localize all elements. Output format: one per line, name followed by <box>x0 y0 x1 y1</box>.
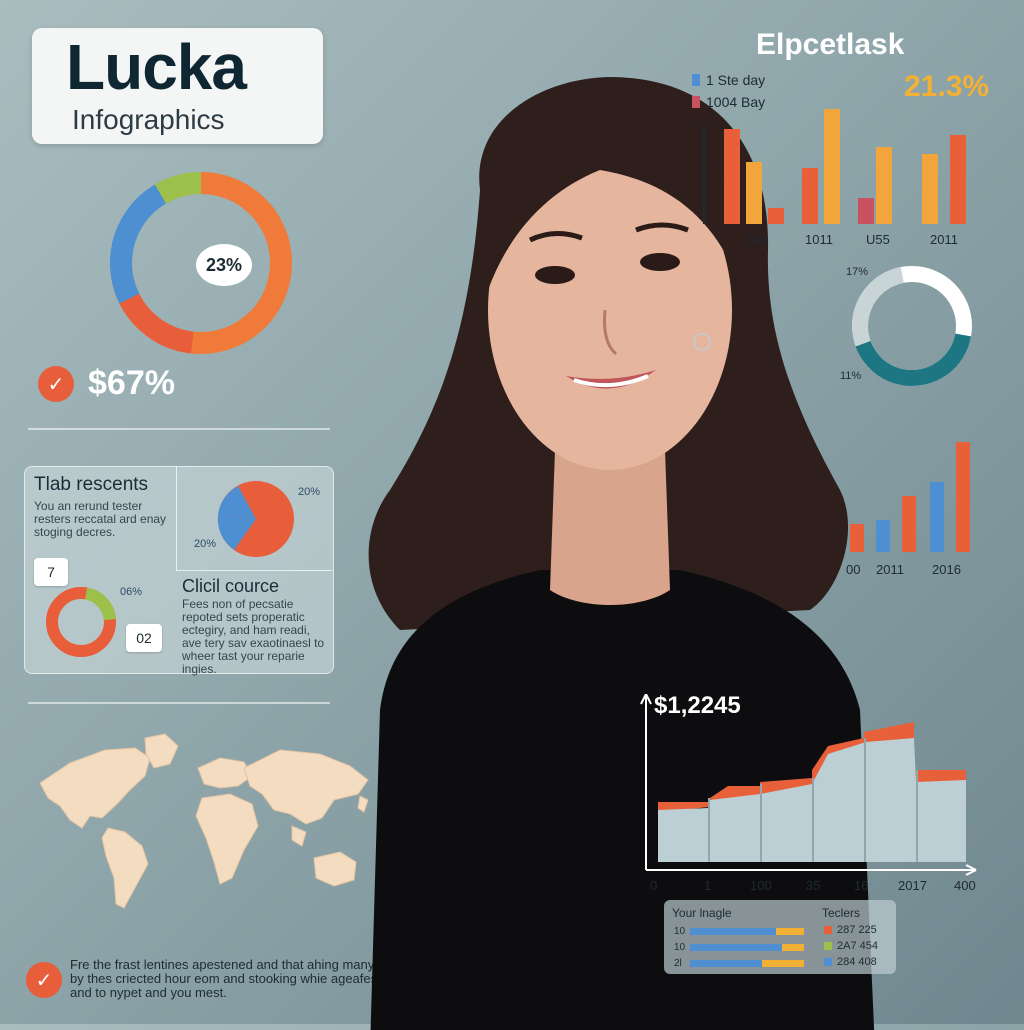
x-tick-label: 2011 <box>930 232 958 247</box>
divider <box>176 570 332 571</box>
panel-subtext: Fees non of pecsatie repoted sets proper… <box>182 597 325 676</box>
x-tick-label: 2011 <box>876 562 904 577</box>
x-tick-label: 100 <box>750 878 772 893</box>
bar <box>902 496 916 552</box>
area-chart <box>640 694 977 876</box>
area-chart-value: $1,2245 <box>654 692 741 719</box>
x-tick-label: 35 <box>806 878 821 893</box>
table-bar <box>690 928 776 935</box>
bar <box>802 168 818 224</box>
bar <box>876 520 890 552</box>
top-chart-title: Elpcetlask <box>756 28 905 61</box>
bar <box>746 162 762 224</box>
panel-subtitle: Clicil cource <box>182 576 280 596</box>
x-tick-label: 1 <box>704 878 712 893</box>
table-value-text: 284 408 <box>837 956 877 968</box>
donut-chart-main <box>110 172 292 354</box>
pie-label-left: 20% <box>194 538 217 550</box>
table-bar <box>690 944 782 951</box>
table-row-label: 10 <box>674 942 686 953</box>
bar <box>922 154 938 224</box>
legend-label: 1 Ste day <box>706 72 766 88</box>
legend-swatch <box>692 96 700 108</box>
table-value: 284 408 <box>824 956 877 968</box>
bar <box>724 129 740 224</box>
brand-card <box>32 28 323 144</box>
x-tick-label: 000 <box>746 232 768 247</box>
divider <box>176 466 177 571</box>
footer-text: Fre the frast lentines apestened and tha… <box>70 957 378 1000</box>
x-tick-label: 2017 <box>898 878 927 893</box>
table-header: Teclers <box>822 906 861 920</box>
divider <box>28 702 330 704</box>
x-tick-label: 0 <box>650 878 658 893</box>
legend-swatch <box>824 958 832 966</box>
bar <box>824 109 840 224</box>
check-icon: ✓ <box>38 366 74 402</box>
x-tick-label: U55 <box>866 232 890 247</box>
check-icon: ✓ <box>26 962 62 998</box>
table-value-text: 2A7 454 <box>837 940 878 952</box>
pie-label-right: 20% <box>298 486 321 498</box>
table-header: Your lnagle <box>672 906 732 920</box>
bar <box>850 524 864 552</box>
table-row-label: 10 <box>674 926 686 937</box>
divider <box>28 428 330 430</box>
chip-top: 7 <box>34 558 68 586</box>
panel-title: Tlab rescents <box>34 474 149 495</box>
bar <box>858 198 874 224</box>
table-bar <box>776 928 804 935</box>
top-bar-chart <box>703 109 966 224</box>
bar <box>930 482 944 552</box>
x-tick-label: 16 <box>854 878 869 893</box>
x-tick-label: 1011 <box>805 232 833 247</box>
world-map <box>39 733 369 909</box>
panel-donut-label: 06% <box>120 586 143 598</box>
x-tick-label: 00 <box>846 562 861 577</box>
x-tick-label: 2016 <box>932 562 961 577</box>
bar <box>956 442 970 552</box>
bar <box>950 135 966 224</box>
legend-item: 1 Ste day <box>692 72 765 88</box>
legend-swatch <box>824 926 832 934</box>
donut-main-label: 23% <box>196 244 252 286</box>
panel-donut-chart <box>46 587 116 657</box>
table-bar <box>762 960 804 967</box>
legend-item: 1004 Bay <box>692 94 765 110</box>
panel-text: You an rerund tester resters reccatal ar… <box>34 499 167 539</box>
legend-label: 1004 Bay <box>706 94 766 110</box>
table-value: 287 225 <box>824 924 877 936</box>
chip-bottom: 02 <box>126 624 162 652</box>
panel-pie-chart <box>217 481 294 557</box>
donut-chart-secondary <box>852 266 972 386</box>
stat-value: $67% <box>88 364 175 402</box>
brand-subtitle: Infographics <box>72 104 225 135</box>
bar <box>768 208 784 224</box>
donut2-label-bottom: 11% <box>840 370 862 382</box>
donut2-label-top: 17% <box>846 266 869 278</box>
table-value-text: 287 225 <box>837 924 877 936</box>
brand-title: Lucka <box>66 31 247 103</box>
legend-swatch <box>692 74 700 86</box>
table-bar <box>690 960 762 967</box>
mid-bar-chart <box>850 442 970 552</box>
table-bar <box>782 944 804 951</box>
bar <box>876 147 892 224</box>
table-row-label: 2l <box>674 958 682 969</box>
top-chart-percent: 21.3% <box>904 70 990 103</box>
table-value: 2A7 454 <box>824 940 878 952</box>
legend-swatch <box>824 942 832 950</box>
x-tick-label: 400 <box>954 878 976 893</box>
